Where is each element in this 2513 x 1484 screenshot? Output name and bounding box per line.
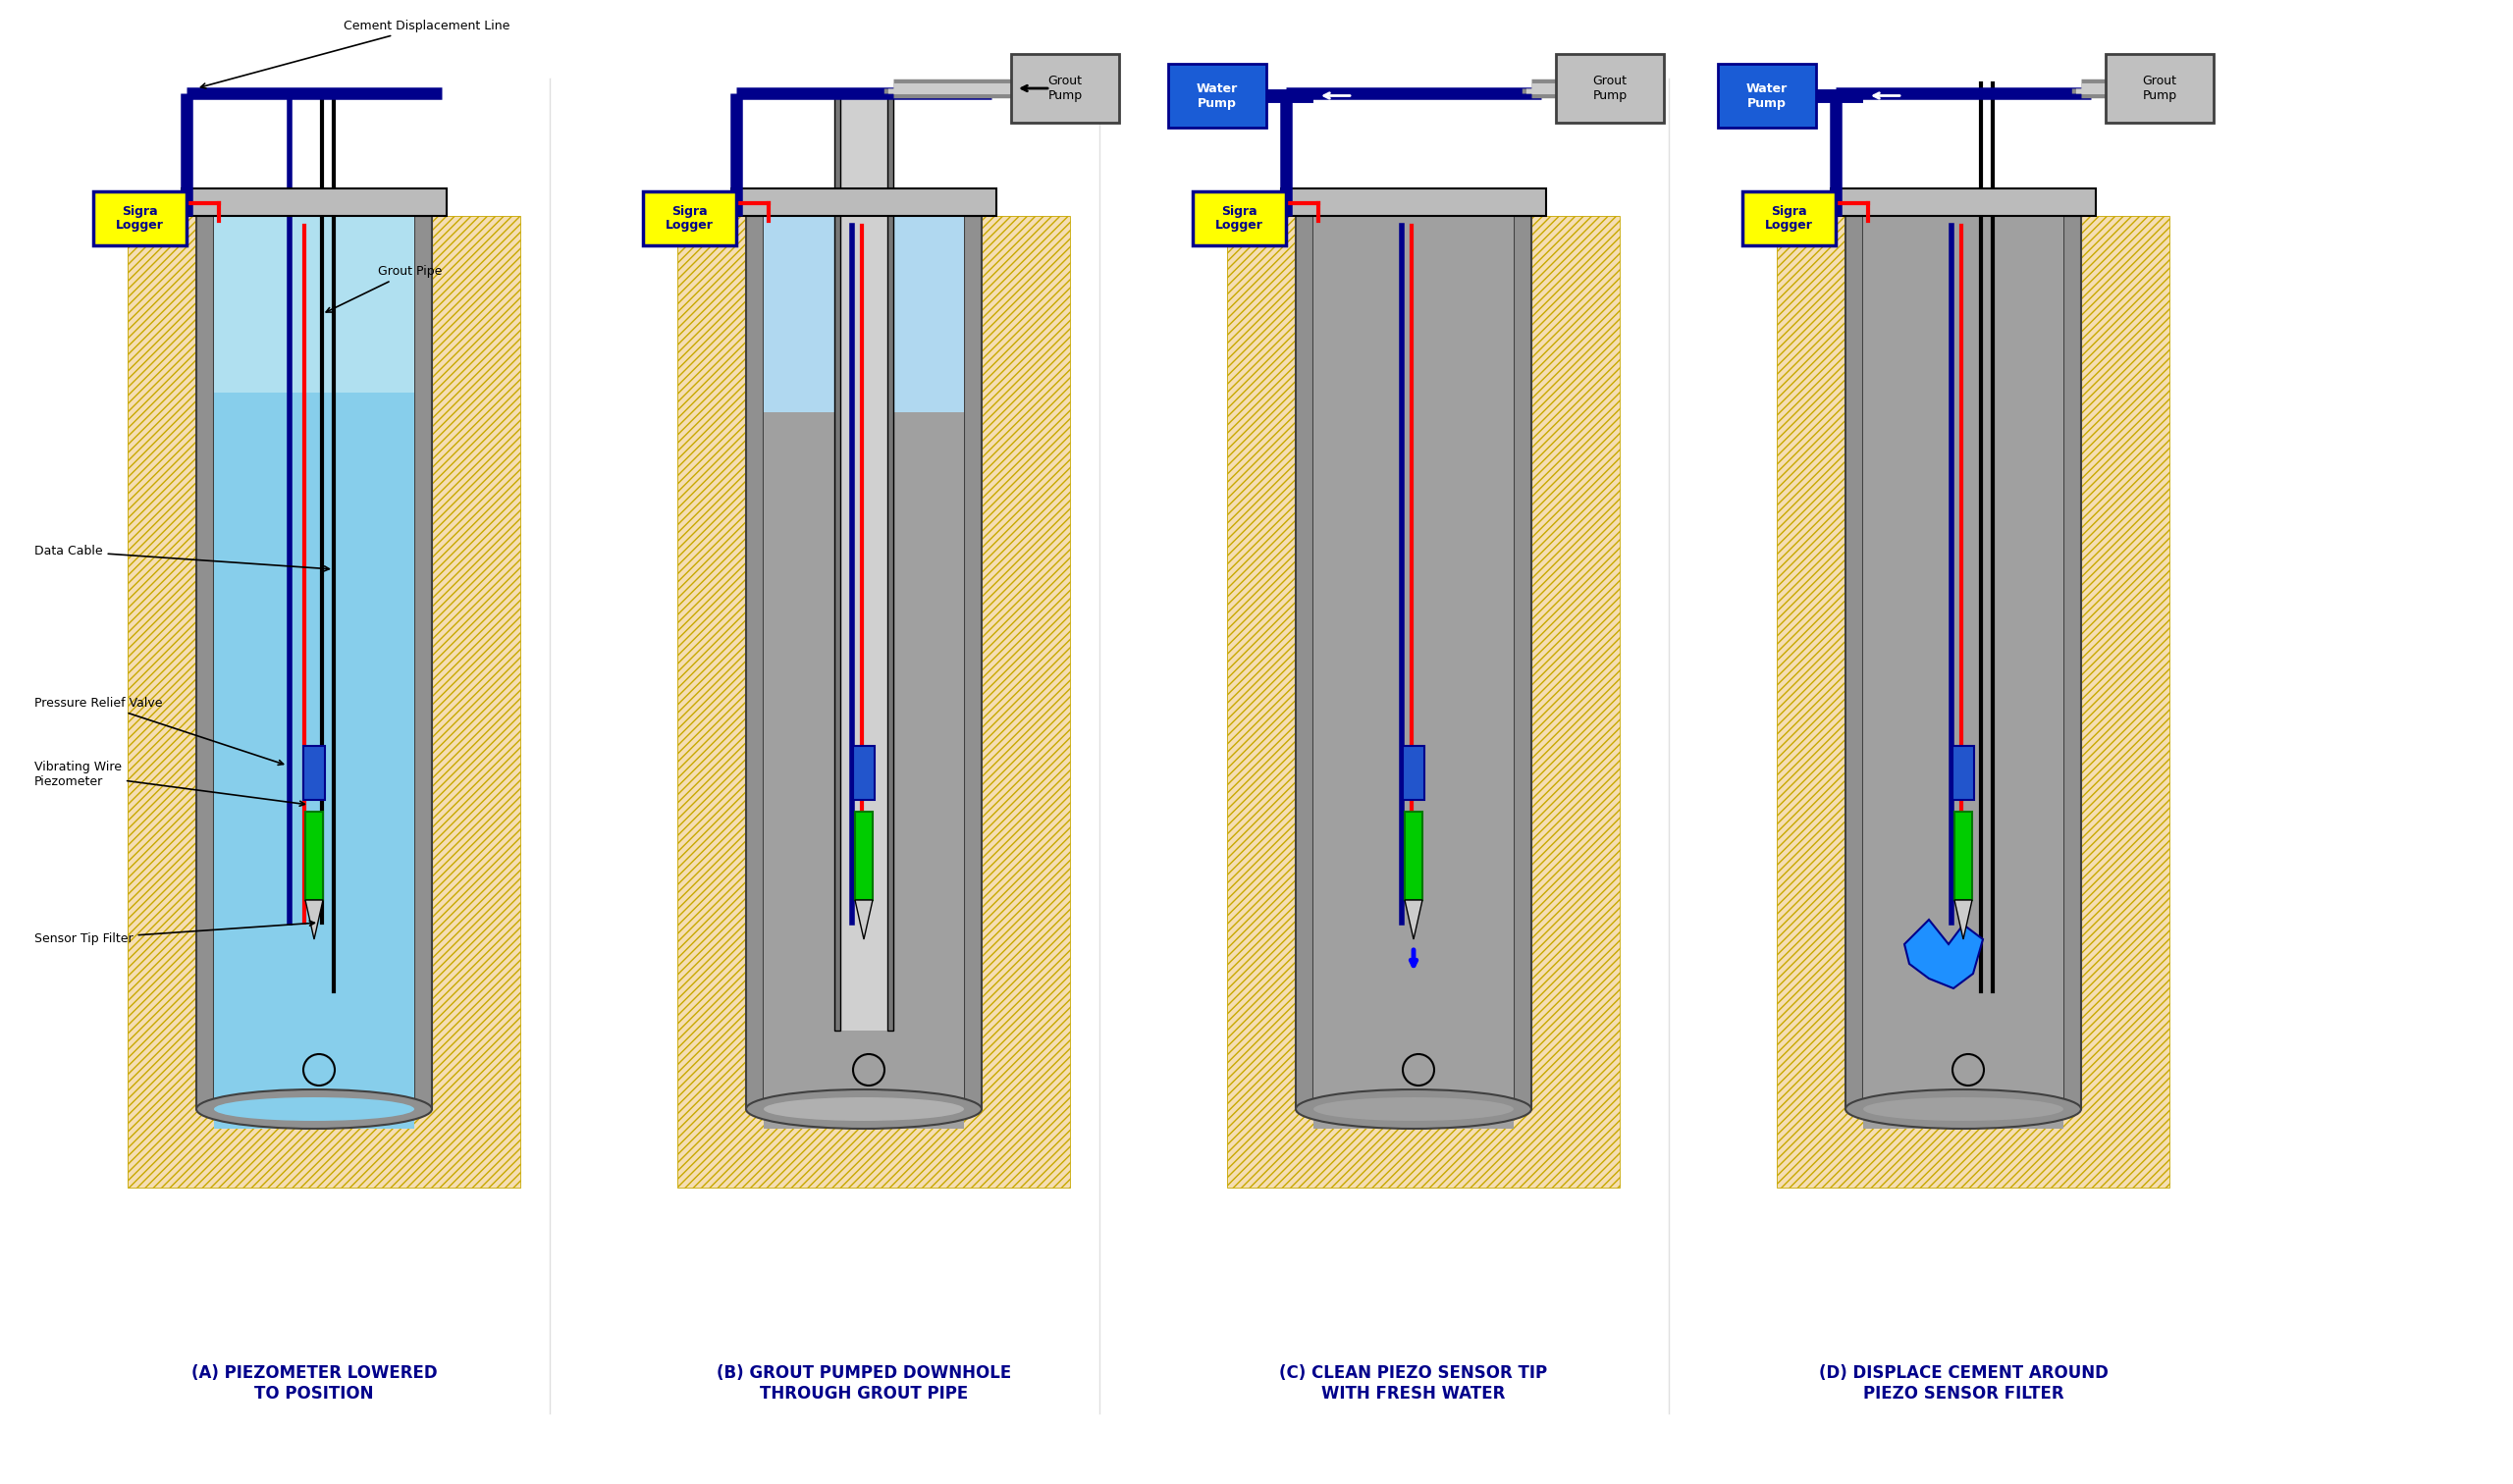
Bar (1777, 217, 2169, 1187)
Ellipse shape (1845, 1089, 2081, 1129)
Text: Data Cable: Data Cable (35, 545, 329, 571)
Bar (128, 217, 520, 1187)
Bar (643, 191, 736, 245)
Bar (764, 413, 965, 1129)
Text: Sigra
Logger: Sigra Logger (116, 205, 163, 232)
Bar (887, 93, 892, 1030)
Bar (1513, 217, 1530, 1109)
Ellipse shape (764, 1097, 965, 1120)
Ellipse shape (1314, 1097, 1513, 1120)
Bar (128, 217, 520, 1187)
Polygon shape (1955, 899, 1973, 939)
Bar (1862, 217, 2063, 1129)
Bar (1953, 746, 1975, 800)
Bar (1719, 64, 1817, 128)
Bar (1314, 217, 1513, 1109)
Text: (C) CLEAN PIEZO SENSOR TIP
WITH FRESH WATER: (C) CLEAN PIEZO SENSOR TIP WITH FRESH WA… (1279, 1364, 1548, 1402)
Text: Vibrating Wire
Piezometer: Vibrating Wire Piezometer (35, 761, 304, 806)
Text: (B) GROUT PUMPED DOWNHOLE
THROUGH GROUT PIPE: (B) GROUT PUMPED DOWNHOLE THROUGH GROUT … (716, 1364, 1010, 1402)
Bar (93, 191, 186, 245)
Bar (764, 217, 965, 1109)
Ellipse shape (746, 1089, 983, 1129)
Text: (D) DISPLACE CEMENT AROUND
PIEZO SENSOR FILTER: (D) DISPLACE CEMENT AROUND PIEZO SENSOR … (1819, 1364, 2108, 1402)
Ellipse shape (1297, 1089, 1530, 1129)
Polygon shape (1905, 920, 1983, 988)
Bar (181, 188, 447, 217)
Bar (1845, 217, 1862, 1109)
Polygon shape (304, 899, 324, 939)
Ellipse shape (196, 1089, 432, 1129)
Bar (1556, 53, 1664, 123)
Bar (965, 217, 983, 1109)
Bar (1777, 217, 2169, 1187)
Bar (196, 217, 214, 1109)
Bar (1194, 191, 1287, 245)
Bar (415, 217, 432, 1109)
Bar (214, 217, 415, 1109)
Text: Pressure Relief Valve: Pressure Relief Valve (35, 697, 284, 764)
Text: Water
Pump: Water Pump (1747, 82, 1787, 110)
Text: Sensor Tip Filter: Sensor Tip Filter (35, 920, 314, 945)
Text: Sigra
Logger: Sigra Logger (1764, 205, 1812, 232)
Polygon shape (1405, 899, 1422, 939)
Bar (852, 746, 875, 800)
Text: Cement Displacement Line: Cement Displacement Line (201, 19, 510, 88)
Polygon shape (854, 899, 872, 939)
Bar (304, 812, 324, 899)
Bar (1226, 217, 1621, 1187)
Text: Grout
Pump: Grout Pump (1593, 74, 1626, 102)
Bar (304, 746, 324, 800)
Bar (1010, 53, 1118, 123)
Bar (854, 812, 872, 899)
Bar (1314, 217, 1513, 1129)
Bar (1282, 188, 1545, 217)
Text: Sigra
Logger: Sigra Logger (666, 205, 714, 232)
Ellipse shape (1862, 1097, 2063, 1120)
Bar (1402, 746, 1425, 800)
Bar (214, 217, 415, 393)
Bar (1955, 812, 1973, 899)
Bar (1226, 217, 1621, 1187)
Text: Grout
Pump: Grout Pump (2144, 74, 2176, 102)
Bar (214, 393, 415, 1129)
Text: Sigra
Logger: Sigra Logger (1216, 205, 1264, 232)
Bar (746, 217, 764, 1109)
Text: Grout Pipe: Grout Pipe (327, 266, 442, 312)
Text: Water
Pump: Water Pump (1196, 82, 1239, 110)
Bar (764, 217, 965, 413)
Bar (1297, 217, 1314, 1109)
Text: (A) PIEZOMETER LOWERED
TO POSITION: (A) PIEZOMETER LOWERED TO POSITION (191, 1364, 437, 1402)
Bar (2063, 217, 2081, 1109)
Bar (1405, 812, 1422, 899)
Bar (679, 217, 1071, 1187)
Text: Grout
Pump: Grout Pump (1048, 74, 1083, 102)
Bar (1742, 191, 1834, 245)
Bar (731, 188, 995, 217)
Bar (839, 93, 887, 1030)
Bar (1862, 217, 2063, 1109)
Bar (1832, 188, 2096, 217)
Bar (2106, 53, 2214, 123)
Ellipse shape (214, 1097, 415, 1120)
Bar (834, 93, 839, 1030)
Bar (1169, 64, 1267, 128)
Bar (679, 217, 1071, 1187)
